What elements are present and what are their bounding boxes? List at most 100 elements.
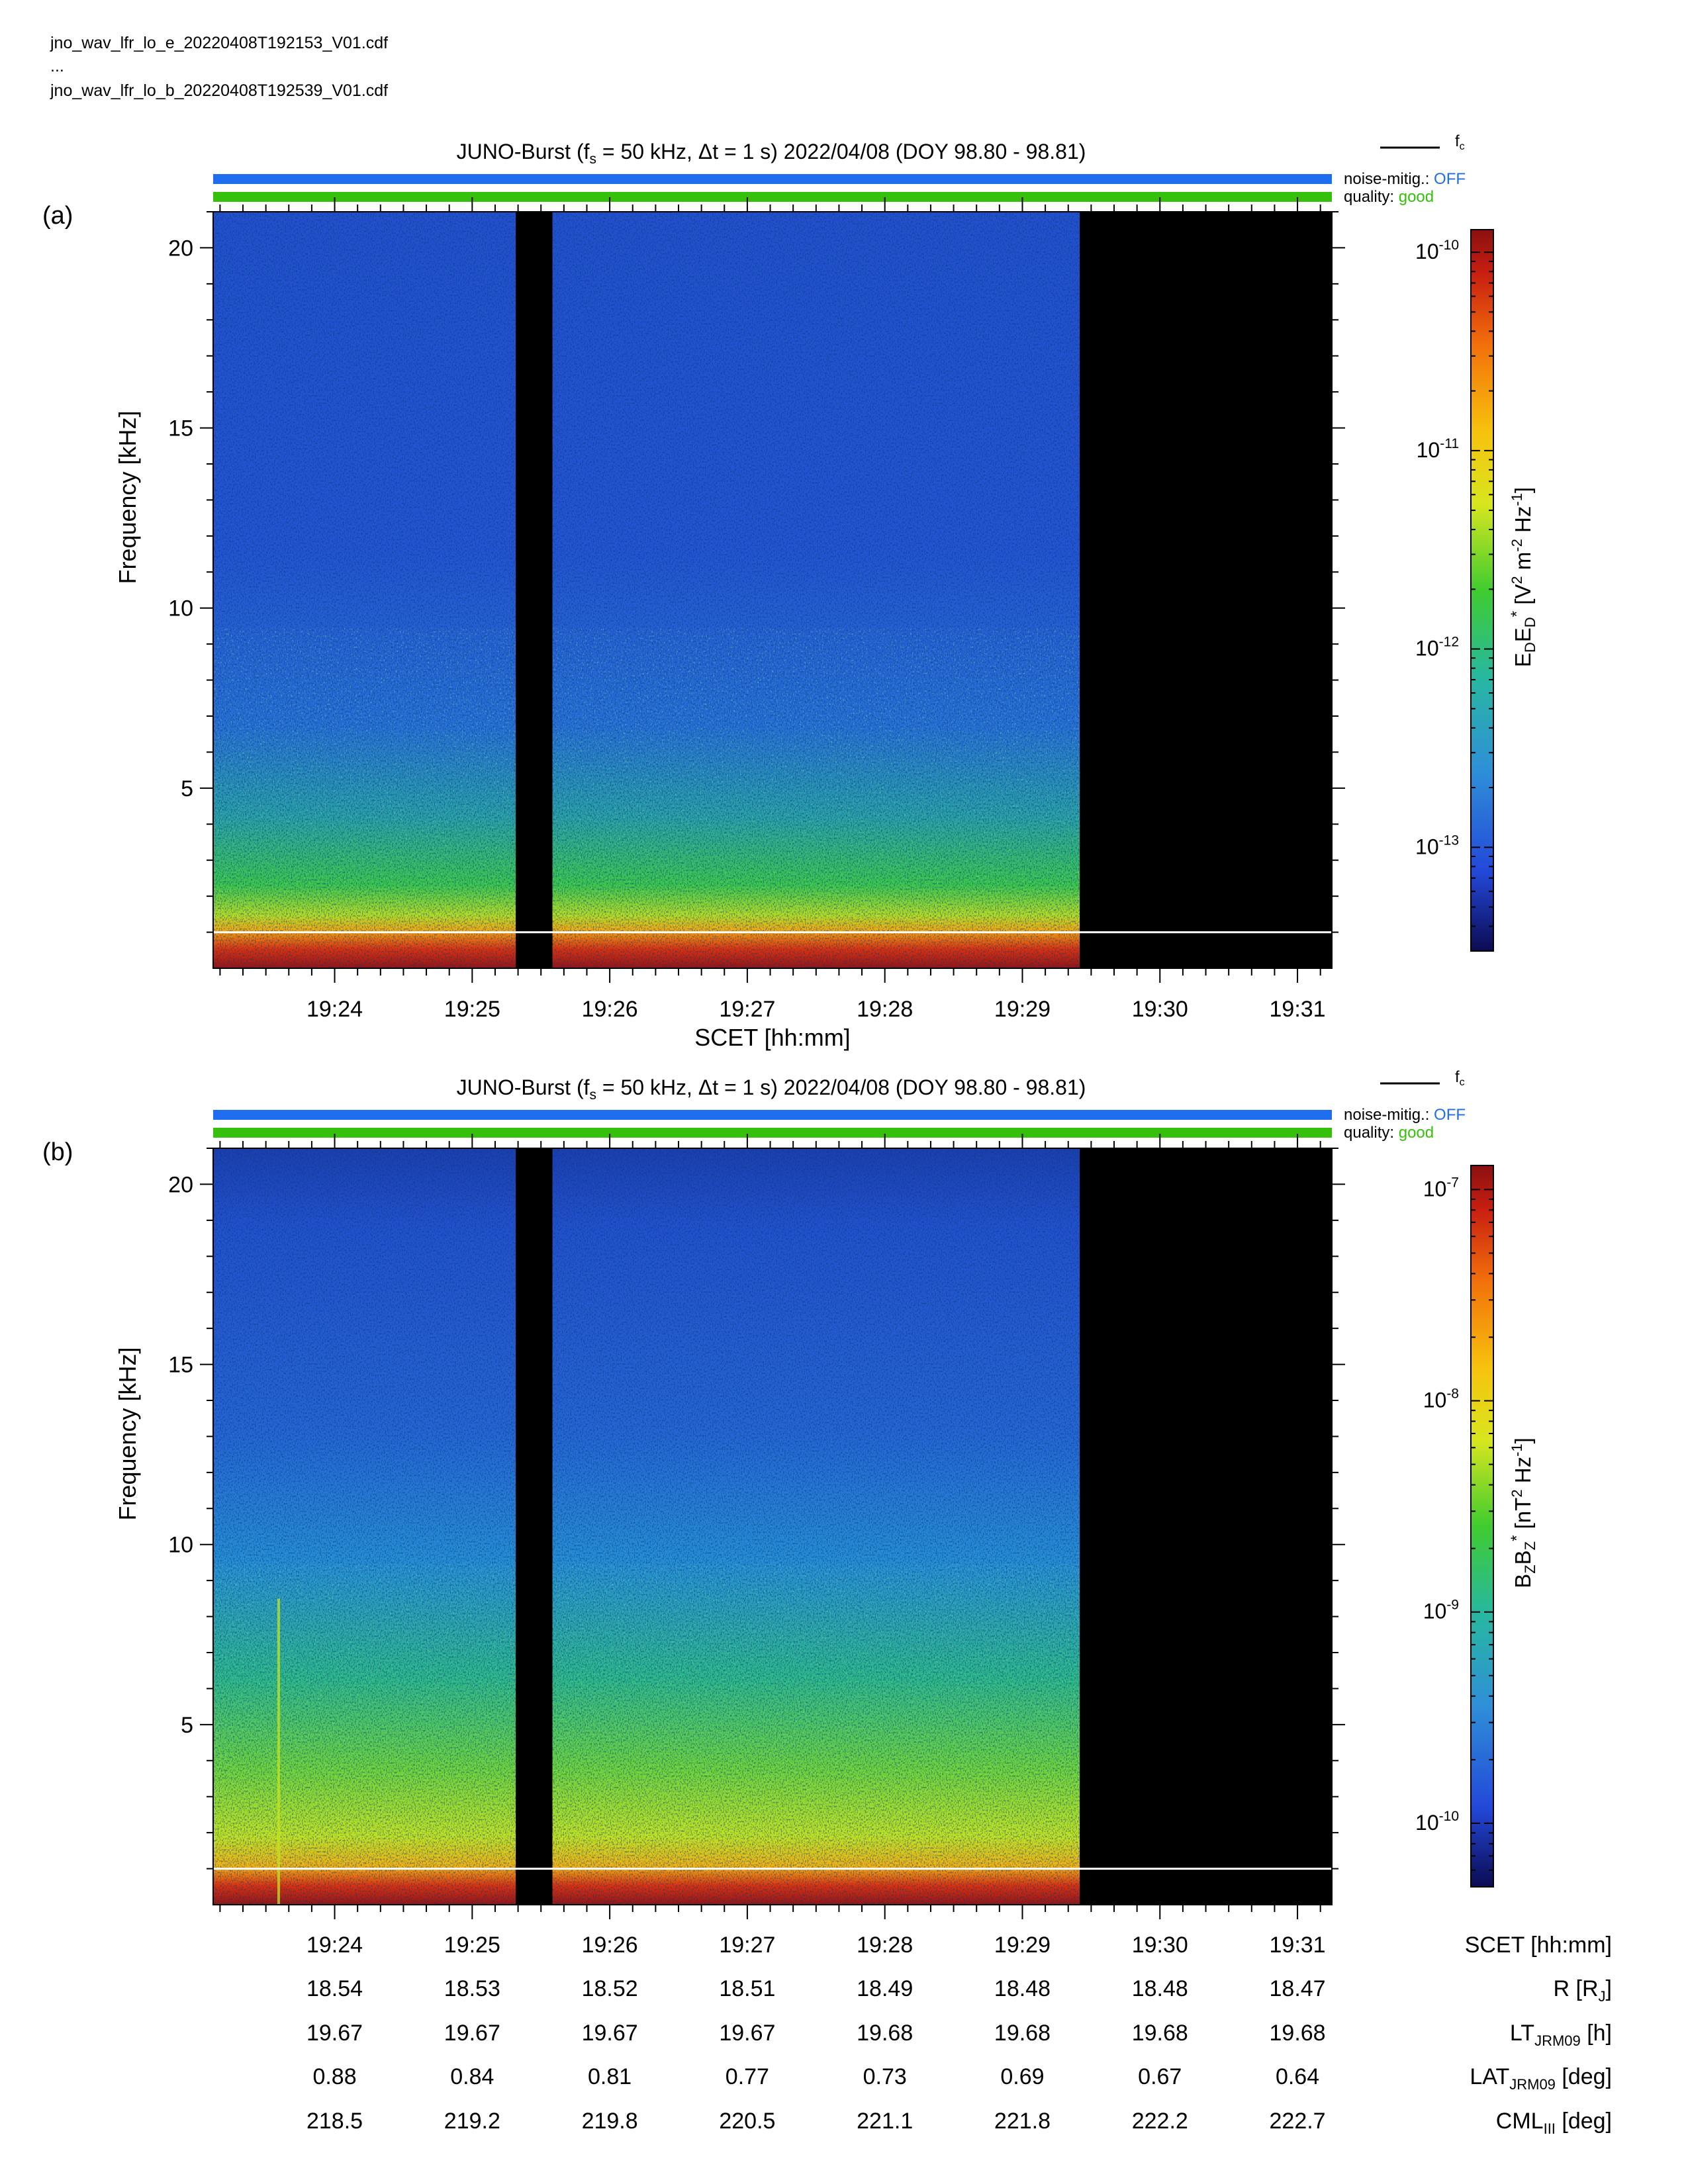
ephemeris-value: 222.2 [1132,2109,1188,2134]
colorbar-tick-label: 10-13 [1415,833,1459,858]
colorbar-tick-label: 10-11 [1417,436,1459,462]
quality-text: quality: [1344,188,1399,206]
title-sub: s [589,1087,596,1103]
colorbar-tick-exp: -9 [1446,1598,1459,1613]
ephemeris-value: 218.5 [306,2109,363,2134]
colorbar-frame [1470,229,1494,952]
noise-mitigation-bar [213,1110,1332,1120]
ephemeris-label-main: LAT [1470,2064,1509,2089]
file-name-e: jno_wav_lfr_lo_e_20220408T192153_V01.cdf [50,34,388,52]
ephemeris-value: 19:25 [444,1933,500,1958]
data-gap [516,1148,553,1905]
cbl-sub: Z [1522,1541,1538,1550]
x-tick-label: 19:25 [444,997,500,1022]
ephemeris-value: 18.51 [719,1976,775,2001]
colorbar-tick-exp: -8 [1446,1387,1459,1402]
ephemeris-row-label: LTJRM09 [h] [1510,2021,1612,2049]
ephemeris-value: 18.48 [994,1976,1051,2001]
colorbar-tick-label: 10-7 [1423,1175,1459,1201]
ephemeris-value: 19.68 [1132,2021,1188,2046]
title-rest: = 50 kHz, Δt = 1 s) 2022/04/08 (DOY 98.8… [596,1075,1086,1099]
cbl-sup: * [1508,611,1526,617]
ephemeris-value: 19:30 [1132,1933,1188,1958]
quality-bar [213,1128,1332,1138]
cbl: Hz [1511,506,1535,539]
colorbar-label: EDED* [V2 m-2 Hz-1] [1508,487,1538,667]
cbl-sup: * [1508,1535,1526,1541]
ephemeris-value: 0.64 [1276,2064,1319,2089]
cbl-sup: -1 [1509,1443,1525,1457]
plot-frame [212,1148,1333,1905]
ephemeris-value: 18.48 [1132,1976,1188,2001]
cbl-sup: 2 [1509,1489,1525,1497]
fc-legend-label: fc [1455,1068,1465,1088]
fc-legend-sub: c [1460,141,1465,152]
x-tick-label: 19:30 [1132,997,1188,1022]
quality-label: quality: good [1344,188,1434,206]
ephemeris-table: 19:24 19:25 19:26 19:27 19:28 19:29 19:30 19:31… [306,1933,1612,2137]
ephemeris-value: 18.54 [306,1976,363,2001]
y-tick-label: 15 [168,1353,193,1378]
x-tick-label: 19:26 [582,997,638,1022]
x-tick-label: 19:31 [1270,997,1326,1022]
x-tick-label: 19:29 [994,997,1051,1022]
cbl: [nT [1511,1498,1535,1535]
colorbar-tick-exp: -7 [1446,1175,1459,1190]
ephemeris-value: 0.81 [588,2064,632,2089]
fc-legend-sub: c [1460,1077,1465,1088]
cbl: B [1511,1574,1535,1588]
colorbar-label: BZBZ* [nT2 Hz-1] [1508,1437,1538,1588]
ephemeris-label-main: SCET [hh:mm] [1465,1933,1612,1958]
colorbar-tick-exp: -10 [1439,238,1459,253]
colorbar-tick-base: 10 [1423,1600,1447,1623]
noise-mitigation-text: noise-mitig.: [1344,1106,1434,1124]
colorbar [1471,1165,1493,1887]
cbl: ] [1511,1437,1535,1443]
fc-legend-label: fc [1455,132,1465,152]
cbl: E [1511,627,1535,642]
ephemeris-label-tail: [deg] [1556,2109,1612,2134]
cbl: ] [1511,487,1535,493]
vertical-emission-line [277,1598,280,1905]
spectrogram-texture-bright [213,627,1080,931]
quality-bar [213,192,1332,202]
colorbar-tick-base: 10 [1415,240,1439,263]
title-sub: s [589,152,596,167]
ephemeris-value: 221.8 [994,2109,1051,2134]
ephemeris-value: 19.68 [994,2021,1051,2046]
ephemeris-value: 19.67 [719,2021,775,2046]
ephemeris-value: 18.52 [582,1976,638,2001]
panel-label: (b) [42,1138,73,1166]
ephemeris-value: 19.67 [582,2021,638,2046]
colorbar-tick-base: 10 [1415,835,1439,858]
ephemeris-label-main: R [R [1554,1976,1599,2001]
colorbar-tick-exp: -10 [1439,1809,1459,1824]
cbl-sub: Z [1522,1565,1538,1573]
ephemeris-value: 18.53 [444,1976,500,2001]
colorbar-tick-label: 10-12 [1415,635,1459,660]
colorbar-tick-exp: -13 [1439,833,1459,848]
ephemeris-label-sub: JRM09 [1509,2076,1556,2093]
cbl: [V [1511,584,1535,611]
ephemeris-label-main: CML [1496,2109,1544,2134]
ephemeris-value: 19.67 [444,2021,500,2046]
ephemeris-label-sub: III [1544,2120,1556,2137]
ephemeris-value: 18.49 [857,1976,913,2001]
noise-mitigation-label: noise-mitig.: OFF [1344,170,1466,188]
y-tick-label: 20 [168,236,193,261]
cbl: E [1511,653,1535,667]
ephemeris-value: 19.68 [857,2021,913,2046]
y-tick-label: 5 [181,1713,193,1738]
panel-a: JUNO-Burst (fs = 50 kHz, Δt = 1 s) 2022/… [42,132,1538,1051]
noise-mitigation-bar [213,174,1332,184]
colorbar-tick-label: 10-9 [1423,1598,1459,1623]
ephemeris-value: 0.77 [726,2064,769,2089]
noise-mitigation-value: OFF [1434,1106,1466,1124]
y-tick-label: 20 [168,1172,193,1197]
colorbar-tick-exp: -12 [1439,635,1459,650]
colorbar-tick-label: 10-10 [1415,1809,1459,1835]
y-tick-label: 15 [168,416,193,441]
y-tick-label: 10 [168,1533,193,1558]
cbl-sup: 2 [1509,576,1525,584]
